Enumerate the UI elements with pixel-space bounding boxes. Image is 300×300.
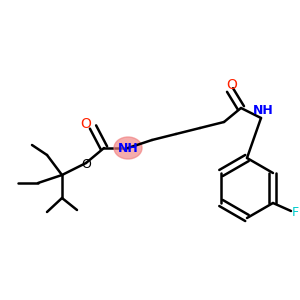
Text: F: F [291, 206, 298, 218]
Ellipse shape [114, 137, 142, 159]
Text: NH: NH [118, 142, 138, 154]
Text: NH: NH [253, 104, 273, 118]
Text: O: O [81, 117, 92, 131]
Text: O: O [81, 158, 91, 172]
Text: O: O [226, 78, 237, 92]
